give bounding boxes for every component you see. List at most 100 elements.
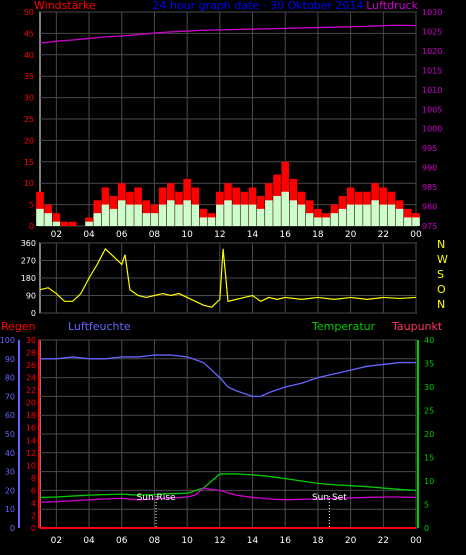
wind-tick-label: 25 (24, 115, 34, 124)
wind-avg-bar (387, 204, 396, 226)
wind-peak-bar (68, 221, 77, 226)
direction-tick-label: 180 (21, 274, 36, 283)
x-tick-label: 10 (181, 230, 193, 240)
humidity-line (40, 354, 416, 398)
rain-tick-label: 20 (26, 399, 36, 408)
wind-x-ticks: 02 04 06 08 10 12 14 16 18 20 22 00 (51, 230, 422, 240)
wind-peak-bar (52, 213, 61, 226)
wind-avg-bar (126, 204, 134, 226)
wind-avg-bar (281, 191, 290, 226)
rain-tick-label: 14 (26, 436, 36, 445)
wind-avg-bar (371, 200, 379, 226)
wind-avg-bar (248, 204, 257, 226)
wind-avg-bar (305, 213, 314, 226)
x-tick-label: 20 (345, 536, 357, 546)
compass-letter: O (437, 283, 446, 296)
rain-tick-label: 28 (26, 349, 36, 358)
pressure-tick-label: 1015 (422, 66, 442, 75)
wind-avg-bar (166, 200, 175, 226)
humidity-tick-label: 80 (5, 374, 15, 383)
x-tick-label: 18 (312, 230, 324, 240)
x-tick-label: 02 (51, 230, 62, 240)
temperature-tick-label: 5 (424, 501, 429, 510)
x-tick-label: 18 (312, 536, 324, 546)
wind-avg-bar (150, 213, 159, 226)
pressure-tick-label: 1020 (422, 47, 442, 56)
temperature-tick-label: 35 (424, 360, 434, 369)
wind-tick-label: 40 (24, 51, 34, 60)
x-tick-label: 12 (214, 230, 225, 240)
wind-avg-bar (314, 217, 322, 226)
wind-avg-bar (322, 217, 330, 226)
pressure-tick-label: 975 (422, 222, 437, 231)
pressure-tick-label: 985 (422, 183, 437, 192)
wind-avg-bar (338, 208, 347, 226)
humidity-axis-label: Luftfeuchte (68, 320, 131, 333)
compass-letter: W (437, 253, 448, 266)
direction-tick-label: 360 (21, 239, 36, 248)
pressure-axis-label: Luftdruck (366, 0, 418, 12)
rain-tick-label: 4 (31, 499, 36, 508)
wind-avg-bar (175, 204, 183, 226)
x-tick-label: 14 (247, 536, 259, 546)
temperature-line (39, 473, 417, 499)
wind-tick-label: 20 (24, 136, 34, 145)
direction-tick-label: 270 (21, 257, 36, 266)
wind-avg-bar (346, 204, 355, 226)
rain-tick-label: 18 (26, 411, 36, 420)
wind-avg-bar (216, 204, 224, 226)
wind-tick-label: 0 (29, 222, 34, 231)
temperature-tick-label: 40 (424, 336, 434, 345)
x-tick-label: 10 (181, 536, 193, 546)
direction-panel-marks (39, 247, 417, 308)
wind-avg-bar (117, 200, 126, 226)
rain-tick-label: 10 (26, 461, 36, 470)
temperature-tick-label: 20 (424, 430, 434, 439)
dewpoint-line (39, 487, 417, 503)
x-tick-label: 08 (149, 230, 161, 240)
x-tick-label: 12 (214, 536, 225, 546)
rain-axis-label: Regen (1, 320, 36, 333)
wind-tick-label: 10 (24, 179, 34, 188)
wind-avg-bar (330, 213, 339, 226)
direction-left-ticks: 0 90 180 270 360 (21, 239, 36, 318)
wind-tick-label: 5 (29, 201, 34, 210)
direction-line (39, 247, 417, 308)
pressure-tick-label: 1010 (422, 86, 442, 95)
wind-tick-label: 35 (24, 72, 34, 81)
compass-letter: N (437, 238, 445, 251)
wind-avg-bar (395, 208, 404, 226)
humidity-tick-label: 30 (5, 468, 15, 477)
humidity-tick-label: 90 (5, 355, 15, 364)
rain-tick-label: 26 (26, 361, 36, 370)
rain-tick-label: 22 (26, 386, 36, 395)
humidity-tick-label: 40 (5, 449, 15, 458)
temperature-tick-label: 30 (424, 383, 434, 392)
x-tick-label: 06 (116, 230, 128, 240)
pressure-line (39, 24, 417, 44)
climate-x-ticks: 02 04 06 08 10 12 14 16 18 20 22 00 (51, 536, 422, 546)
wind-avg-bar (412, 217, 420, 226)
wind-avg-bar (158, 204, 167, 226)
rain-tick-label: 0 (31, 524, 36, 533)
humidity-tick-label: 60 (5, 411, 15, 420)
wind-avg-bar (199, 217, 208, 226)
x-tick-label: 16 (279, 230, 291, 240)
wind-avg-bar (289, 200, 298, 226)
wind-avg-bar (142, 213, 151, 226)
compass-letter: N (437, 298, 445, 311)
x-tick-label: 14 (247, 230, 259, 240)
pressure-right-ticks: 975 980 985 990 995 1000 1005 1010 1015 1020 1025 1… (422, 8, 442, 231)
temperature-axis-label: Temperatur (311, 320, 376, 333)
rain-tick-label: 12 (26, 449, 36, 458)
wind-avg-bar (93, 213, 102, 226)
wind-avg-bar (183, 200, 191, 226)
pressure-tick-label: 1005 (422, 105, 442, 114)
wind-avg-bar (85, 221, 93, 226)
direction-panel-grid (40, 242, 417, 314)
x-tick-label: 08 (149, 536, 161, 546)
x-tick-label: 20 (345, 230, 357, 240)
compass-letter: S (437, 268, 444, 281)
